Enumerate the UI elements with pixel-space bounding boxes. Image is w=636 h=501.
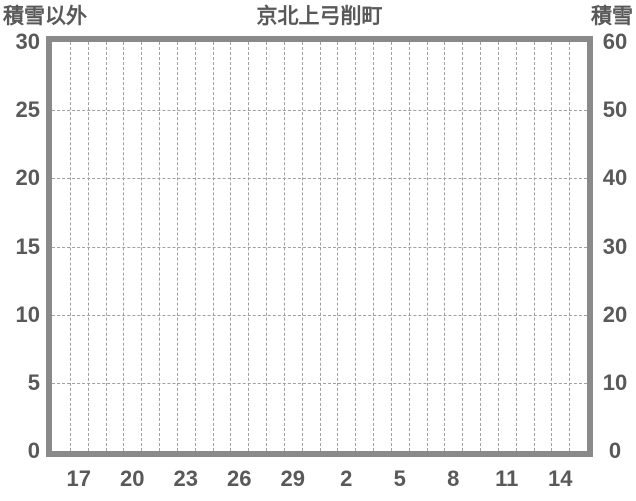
horizontal-gridline	[52, 246, 587, 248]
right-axis-title: 積雪	[591, 5, 633, 28]
x-axis-tick: 11	[495, 466, 519, 491]
chart-title: 京北上弓削町	[256, 5, 383, 28]
left-axis-title: 積雪以外	[3, 5, 87, 28]
x-axis-tick: 23	[173, 466, 198, 491]
x-axis-tick: 2	[340, 466, 353, 491]
right-axis-tick: 30	[602, 233, 628, 259]
left-axis-tick: 15	[15, 233, 40, 259]
horizontal-gridline	[52, 314, 587, 316]
right-axis-tick: 10	[602, 369, 628, 395]
x-axis-tick: 26	[227, 466, 252, 491]
x-axis-tick: 20	[120, 466, 145, 491]
x-axis-tick: 14	[548, 466, 573, 491]
x-axis-tick: 29	[280, 466, 305, 491]
right-axis-tick: 60	[602, 29, 628, 54]
left-axis-tick: 0	[27, 438, 40, 463]
horizontal-gridline	[52, 110, 587, 112]
horizontal-gridline	[52, 178, 587, 180]
x-axis-tick: 8	[447, 466, 460, 491]
left-axis-tick: 30	[15, 29, 40, 54]
right-axis-tick: 20	[602, 301, 628, 327]
x-axis-tick: 17	[66, 466, 91, 491]
left-axis-tick: 10	[15, 301, 40, 327]
right-axis-tick: 40	[602, 165, 628, 191]
plot-area	[46, 36, 593, 457]
right-axis-tick: 0	[608, 438, 622, 463]
left-axis-tick: 5	[27, 369, 40, 395]
right-axis-tick: 50	[602, 97, 628, 123]
left-axis-tick: 25	[15, 97, 40, 123]
x-axis-tick: 5	[393, 466, 406, 491]
horizontal-gridline	[52, 382, 587, 384]
left-axis-tick: 20	[15, 165, 40, 191]
